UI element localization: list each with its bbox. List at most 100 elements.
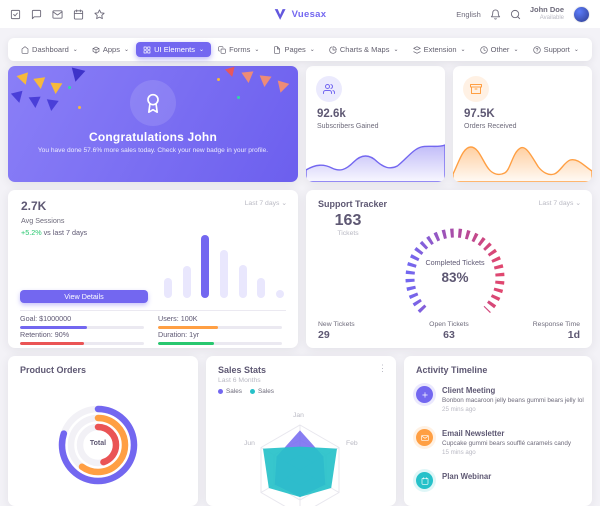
- chevron-down-icon: ⌄: [513, 47, 519, 53]
- subscribers-label: Subscribers Gained: [317, 123, 379, 130]
- clock-icon: [480, 45, 488, 54]
- session-bar: [238, 265, 247, 298]
- open-tickets-stat: Open Tickets 63: [429, 321, 469, 341]
- chevron-down-icon: ⌄: [72, 47, 78, 53]
- main-nav: Dashboard ⌄ Apps ⌄ UI Elements ⌄ Forms ⌄ Pag…: [8, 38, 592, 61]
- new-tickets-stat: New Tickets 29: [318, 321, 355, 341]
- language-selector[interactable]: English: [456, 9, 481, 19]
- tickets-total: 163 Tickets: [334, 212, 362, 237]
- confetti-dot: [217, 78, 220, 81]
- user-name: John Doe: [529, 5, 564, 15]
- orders-card: 97.5K Orders Received: [453, 66, 592, 182]
- response-time-stat: Response Time 1d: [532, 321, 580, 341]
- orders-value: 97.5K: [464, 108, 495, 120]
- brand-logo[interactable]: Vuesax: [274, 8, 327, 21]
- chevron-down-icon: ⌄: [460, 47, 466, 53]
- nav-item-forms[interactable]: Forms ⌄: [211, 42, 266, 57]
- mail-icon: [416, 429, 433, 446]
- confetti-flag: [45, 99, 59, 112]
- confetti-flag: [224, 66, 238, 79]
- user-status: Available: [539, 14, 564, 21]
- avg-sessions-value: 2.7K: [21, 199, 47, 213]
- check-square-icon[interactable]: [10, 9, 21, 20]
- copy-icon: [218, 45, 226, 54]
- radar-axis-feb: Feb: [346, 440, 358, 447]
- support-tracker-range-select[interactable]: Last 7 days ⌄: [538, 200, 581, 207]
- subscribers-sparkline-chart: [306, 144, 445, 182]
- congrats-title: Congratulations John: [89, 130, 217, 144]
- confetti-flag: [258, 75, 272, 88]
- sales-stats-legend: Sales Sales: [218, 388, 274, 395]
- kebab-menu-icon[interactable]: ⋮: [378, 363, 387, 373]
- calendar-icon[interactable]: [73, 8, 84, 20]
- confetti-flag: [10, 90, 26, 105]
- pie-chart-icon: [329, 45, 337, 54]
- chevron-down-icon: ⌄: [573, 47, 579, 53]
- subscribers-card: 92.6k Subscribers Gained: [306, 66, 445, 182]
- radar-axis-jan: Jan: [293, 412, 304, 419]
- package-icon: [463, 76, 489, 102]
- chevron-down-icon: ⌄: [123, 47, 130, 53]
- avg-sessions-card: Last 7 days ⌄ 2.7K Avg Sessions +5.2% vs…: [8, 190, 298, 348]
- avg-sessions-bar-chart: [164, 232, 284, 298]
- timeline-item-email-newsletter[interactable]: Email Newsletter Cupcake gummi bears sou…: [416, 429, 584, 456]
- session-bar: [219, 250, 228, 298]
- confetti-flag: [16, 72, 32, 87]
- sales-stats-card: Sales Stats ⋮ Last 6 Months Sales Sales …: [206, 356, 396, 506]
- sales-stats-title: Sales Stats: [218, 365, 267, 375]
- avg-sessions-range-select[interactable]: Last 7 days ⌄: [244, 200, 287, 207]
- bell-icon[interactable]: [490, 9, 501, 20]
- sales-radar-chart: [260, 424, 340, 506]
- support-tracker-title: Support Tracker: [318, 199, 388, 209]
- subscribers-value: 92.6k: [317, 108, 346, 120]
- nav-item-ui-elements[interactable]: UI Elements ⌄: [136, 42, 211, 57]
- grid-icon: [143, 46, 151, 53]
- calendar-icon: [416, 472, 433, 489]
- sales-stats-subtitle: Last 6 Months: [218, 377, 261, 384]
- nav-item-apps[interactable]: Apps ⌄: [85, 42, 136, 57]
- chat-icon[interactable]: [31, 9, 42, 20]
- users-stat: Users: 100K: [158, 314, 282, 329]
- gauge-value: 83%: [441, 270, 469, 285]
- radar-axis-jun: Jun: [244, 440, 255, 447]
- session-bar: [257, 278, 266, 298]
- activity-timeline-title: Activity Timeline: [416, 365, 488, 375]
- confetti-dot: [237, 96, 240, 99]
- chevron-down-icon: ⌄: [393, 47, 399, 53]
- timeline-item-client-meeting[interactable]: Client Meeting Bonbon macaroon jelly bea…: [416, 386, 584, 413]
- product-orders-radial-chart: [58, 405, 138, 485]
- award-icon: [147, 93, 159, 113]
- confetti-flag: [28, 96, 42, 109]
- layers-icon: [412, 45, 421, 54]
- confetti-flag: [49, 82, 63, 95]
- session-bar: [275, 290, 284, 298]
- nav-item-extension[interactable]: Extension ⌄: [406, 42, 473, 57]
- nav-item-dashboard[interactable]: Dashboard ⌄: [14, 42, 85, 57]
- orders-label: Orders Received: [464, 123, 517, 130]
- confetti-flag: [274, 80, 290, 95]
- nav-item-pages[interactable]: Pages ⌄: [266, 42, 321, 57]
- avg-sessions-delta: +5.2% vs last 7 days: [21, 228, 88, 237]
- confetti-flag: [33, 77, 47, 90]
- nav-item-support[interactable]: Support ⌄: [526, 42, 586, 57]
- view-details-button[interactable]: View Details: [20, 290, 148, 303]
- package-icon: [92, 46, 100, 54]
- timeline-item-plan-webinar[interactable]: Plan Webinar: [416, 472, 584, 489]
- divider: [20, 310, 286, 311]
- gauge-center: Completed Tickets 83%: [370, 258, 540, 285]
- product-orders-card: Product Orders Total: [8, 356, 198, 506]
- avg-sessions-label: Avg Sessions: [21, 216, 65, 225]
- star-icon[interactable]: [94, 8, 105, 20]
- nav-item-charts-maps[interactable]: Charts & Maps ⌄: [322, 42, 406, 57]
- user-menu[interactable]: John Doe Available: [530, 6, 564, 22]
- session-bar: [201, 235, 210, 298]
- avatar[interactable]: [573, 5, 590, 23]
- nav-item-other[interactable]: Other ⌄: [473, 42, 526, 57]
- confetti-dot: [78, 106, 81, 109]
- duration-progress: [158, 342, 214, 345]
- search-icon[interactable]: [510, 9, 521, 20]
- legend-dot: [218, 389, 223, 394]
- total-label: Total: [89, 440, 107, 447]
- mail-icon[interactable]: [52, 9, 63, 20]
- plus-icon: [416, 386, 433, 403]
